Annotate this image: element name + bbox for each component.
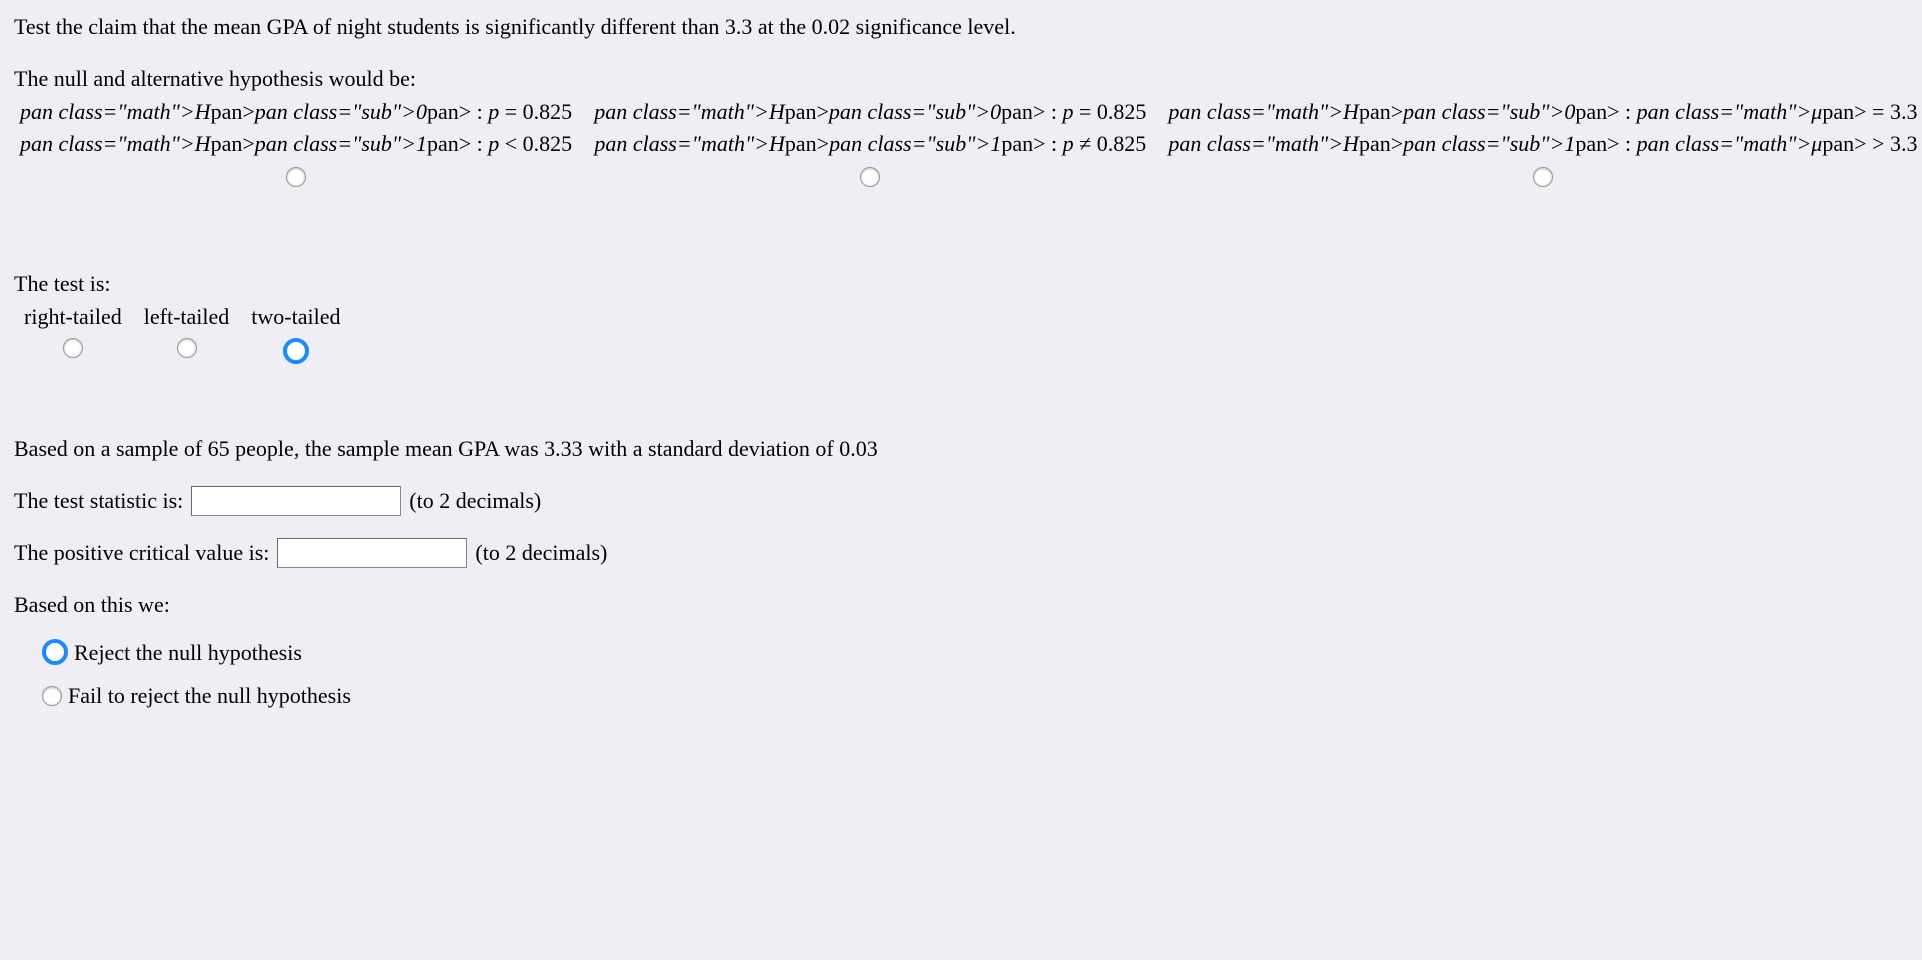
critical-value-hint: (to 2 decimals) (475, 538, 607, 568)
hypothesis-option-2: pan class="math">Hpan>pan class="sub">0p… (1168, 97, 1917, 186)
conclusion-option-1: Fail to reject the null hypothesis (42, 681, 1908, 711)
hypothesis-option-1: pan class="math">Hpan>pan class="sub">0p… (594, 97, 1146, 186)
tail-radio-0[interactable] (63, 338, 83, 358)
tail-option-0: right-tailed (18, 302, 128, 364)
critical-value-input[interactable] (277, 538, 467, 568)
tail-option-1: left-tailed (138, 302, 236, 364)
conclusion-radio-0[interactable] (42, 639, 68, 665)
hypothesis-h1: pan class="math">Hpan>pan class="sub">1p… (1168, 129, 1917, 159)
hypothesis-radio-0[interactable] (286, 167, 306, 187)
hypothesis-h0: pan class="math">Hpan>pan class="sub">0p… (20, 97, 572, 127)
tail-option-2: two-tailed (245, 302, 346, 364)
hypothesis-options: pan class="math">Hpan>pan class="sub">0p… (14, 97, 1908, 192)
hypothesis-h1: pan class="math">Hpan>pan class="sub">1p… (594, 129, 1146, 159)
conclusion-label: Fail to reject the null hypothesis (68, 681, 351, 711)
hypothesis-option-0: pan class="math">Hpan>pan class="sub">0p… (20, 97, 572, 186)
tail-label: left-tailed (138, 302, 236, 332)
conclusion-label: Reject the null hypothesis (74, 638, 302, 668)
tail-label: two-tailed (245, 302, 346, 332)
hypothesis-h0: pan class="math">Hpan>pan class="sub">0p… (1168, 97, 1917, 127)
hypothesis-h0: pan class="math">Hpan>pan class="sub">0p… (594, 97, 1146, 127)
test-statistic-input[interactable] (191, 486, 401, 516)
intro-text: Test the claim that the mean GPA of nigh… (14, 12, 1908, 42)
conclusion-options: Reject the null hypothesis Fail to reject… (14, 638, 1908, 711)
sample-text: Based on a sample of 65 people, the samp… (14, 434, 1908, 464)
conclusion-prompt: Based on this we: (14, 590, 1908, 620)
hypothesis-h1: pan class="math">Hpan>pan class="sub">1p… (20, 129, 572, 159)
tail-label: right-tailed (18, 302, 128, 332)
conclusion-radio-1[interactable] (42, 686, 62, 706)
hypothesis-radio-2[interactable] (1533, 167, 1553, 187)
tail-options: right-tailed left-tailed two-tailed (14, 302, 1908, 364)
test-type-prompt: The test is: (14, 269, 1908, 299)
conclusion-option-0: Reject the null hypothesis (42, 638, 1908, 668)
tail-radio-2[interactable] (283, 338, 309, 364)
test-statistic-hint: (to 2 decimals) (409, 486, 541, 516)
hypothesis-radio-1[interactable] (860, 167, 880, 187)
critical-value-label: The positive critical value is: (14, 538, 269, 568)
tail-radio-1[interactable] (177, 338, 197, 358)
test-statistic-label: The test statistic is: (14, 486, 183, 516)
hypothesis-prompt: The null and alternative hypothesis woul… (14, 64, 1908, 94)
